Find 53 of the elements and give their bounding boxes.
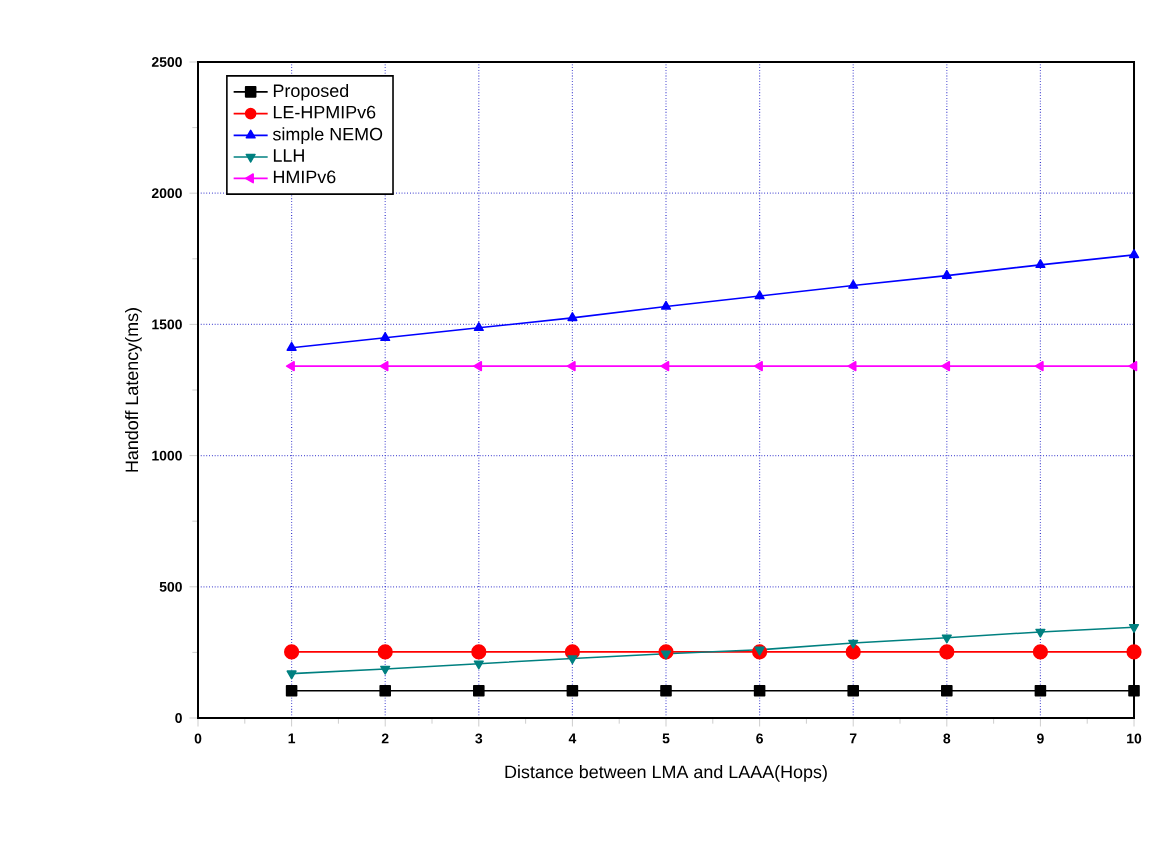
point (285, 361, 295, 372)
point (941, 634, 952, 644)
point (1128, 623, 1140, 633)
point (379, 684, 391, 697)
point (473, 684, 485, 697)
point (847, 361, 857, 372)
point (380, 332, 391, 342)
point (1128, 684, 1140, 697)
point (939, 644, 955, 660)
point (471, 644, 487, 660)
point (567, 655, 578, 665)
point (660, 300, 672, 310)
point (848, 279, 859, 289)
point (377, 644, 393, 660)
point (379, 361, 389, 372)
point (660, 361, 670, 372)
point (284, 644, 300, 660)
legend-label: simple NEMO (272, 127, 383, 145)
point (1035, 259, 1046, 269)
legend-label: LLH (273, 149, 304, 162)
point (660, 650, 672, 660)
point (566, 361, 576, 372)
point (380, 665, 391, 675)
point (845, 644, 861, 660)
point (754, 290, 765, 300)
point (473, 322, 484, 332)
point (1035, 628, 1046, 638)
point (473, 660, 484, 670)
point (1128, 361, 1138, 372)
x-axis-title: Distance between LMA and LAAA(Hops) (505, 765, 827, 782)
legend-label: Proposed (273, 83, 349, 101)
point (286, 670, 297, 680)
point (847, 684, 859, 697)
point (941, 269, 952, 279)
point (1128, 249, 1140, 259)
point (1032, 644, 1048, 660)
point (286, 341, 297, 352)
point (660, 684, 672, 697)
point (473, 361, 483, 372)
point (1126, 644, 1142, 660)
point (566, 684, 579, 697)
legend-label: LE-HPMIPv6 (273, 105, 376, 119)
point (1034, 684, 1047, 697)
point (567, 312, 578, 322)
point (753, 684, 766, 697)
point (848, 639, 859, 649)
point (753, 361, 763, 372)
point (285, 684, 298, 697)
point (1034, 361, 1044, 372)
y-axis-title: Handoff Latency(ms) (125, 308, 142, 472)
legend-label: HMIPv6 (273, 170, 336, 184)
point (941, 361, 951, 372)
point (941, 684, 953, 697)
